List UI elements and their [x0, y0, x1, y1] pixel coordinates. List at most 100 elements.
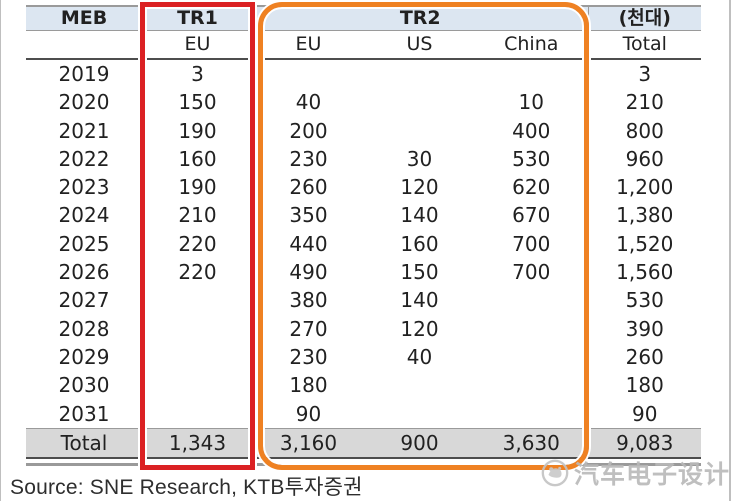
year-cell: 2028 — [58, 316, 110, 341]
tr2-china-cell — [475, 315, 588, 343]
tr2-eu-cell: 40 — [295, 90, 322, 115]
source-note: Source: SNE Research, KTB투자증권 — [10, 476, 363, 499]
tr2-us-cell: 160 — [400, 231, 439, 256]
tr2-us-cell — [364, 117, 475, 145]
tr2-china-cell: 530 — [512, 146, 551, 171]
row-total-cell: 530 — [587, 286, 702, 315]
tr2-us-cell: 140 — [400, 203, 439, 228]
tr1-eu-cell: 220 — [178, 260, 217, 285]
table-row: 2021 190 200 400 800 — [26, 116, 702, 145]
year-cell: 2021 — [58, 118, 110, 143]
row-total-cell: 260 — [587, 342, 702, 372]
tr1-eu-cell: 160 — [178, 146, 217, 171]
table-row: 2020 150 40 10 210 — [26, 88, 702, 117]
year-cell: 2026 — [58, 260, 110, 285]
total-grand-cell: 9,083 — [587, 427, 702, 459]
tr2-eu-cell: 260 — [289, 175, 328, 200]
tr2-china-cell: 400 — [512, 118, 551, 143]
row-total-cell: 1,200 — [587, 173, 702, 202]
table-row: 2029 230 40 260 — [26, 342, 702, 372]
tr2-china-cell: 670 — [512, 203, 551, 228]
tr2-group-header: TR2 — [253, 6, 589, 31]
table-body: 2019 3 3 2020 150 40 10 210 2021 190 200… — [26, 59, 702, 429]
tr1-eu-cell — [142, 343, 253, 371]
image-left-edge — [0, 0, 1, 501]
table-row: 2019 3 3 — [26, 59, 702, 89]
tr2-china-cell: 620 — [512, 175, 551, 200]
tr2-us-cell: 150 — [400, 260, 439, 285]
table-bottom-rule — [26, 463, 701, 466]
row-total-cell: 1,560 — [587, 258, 702, 287]
tr1-eu-cell: 190 — [178, 175, 217, 200]
tr2-us-header: US — [364, 30, 475, 60]
row-total-cell: 1,520 — [587, 229, 702, 259]
year-cell: 2022 — [58, 146, 110, 171]
total-tr2-eu-cell: 3,160 — [253, 427, 364, 459]
watermark: 汽车电子设计 — [540, 455, 730, 491]
tr2-eu-cell: 180 — [289, 373, 328, 398]
tr1-eu-cell: 3 — [191, 62, 204, 86]
year-cell: 2023 — [58, 175, 110, 200]
tr1-eu-cell — [142, 371, 253, 399]
unit-label: (천대) — [587, 6, 702, 31]
total-row: Total 1,343 3,160 900 3,630 9,083 — [26, 427, 702, 459]
tr2-eu-cell: 200 — [289, 118, 328, 143]
tr2-china-header: China — [475, 30, 589, 60]
platform-header: MEB — [26, 6, 142, 31]
watermark-logo-icon — [541, 459, 569, 487]
tr2-eu-cell: 90 — [295, 401, 322, 426]
row-total-cell: 90 — [587, 399, 702, 429]
tr2-china-cell — [475, 343, 588, 371]
tr2-us-cell — [364, 371, 475, 399]
row-total-cell: 180 — [587, 371, 702, 400]
tr2-us-cell: 30 — [406, 146, 433, 171]
tr1-eu-cell: 220 — [178, 231, 217, 256]
tr2-eu-cell: 230 — [289, 344, 328, 369]
tr1-eu-header: EU — [142, 30, 253, 60]
tr2-eu-cell: 270 — [289, 316, 328, 341]
year-cell: 2030 — [58, 373, 110, 398]
table-row: 2023 190 260 120 620 1,200 — [26, 173, 702, 202]
row-total-cell: 3 — [587, 59, 702, 89]
tr2-eu-header: EU — [253, 30, 364, 60]
tr1-eu-cell: 210 — [178, 203, 217, 228]
total-row-label: Total — [26, 427, 142, 459]
tr2-eu-cell: 380 — [289, 288, 328, 313]
table-row: 2026 220 490 150 700 1,560 — [26, 258, 702, 287]
tr2-eu-cell: 440 — [289, 231, 328, 256]
table-row: 2030 180 180 — [26, 371, 702, 400]
tr2-china-cell: 700 — [512, 260, 551, 285]
total-tr2-china-cell: 3,630 — [475, 427, 589, 459]
row-total-cell: 960 — [587, 144, 702, 174]
tr1-eu-cell — [142, 315, 253, 343]
table-row: 2022 160 230 30 530 960 — [26, 144, 702, 174]
tr2-us-cell: 120 — [400, 175, 439, 200]
tr2-eu-cell: 490 — [289, 260, 328, 285]
tr2-us-cell: 140 — [400, 288, 439, 313]
year-cell: 2027 — [58, 288, 110, 313]
total-tr1-eu-cell: 1,343 — [142, 427, 253, 459]
tr1-eu-cell — [142, 286, 253, 314]
year-cell: 2020 — [58, 90, 110, 115]
tr2-china-cell — [475, 400, 588, 429]
year-cell: 2024 — [58, 203, 110, 228]
row-total-cell: 1,380 — [587, 201, 702, 230]
table-row: 2031 90 90 — [26, 399, 702, 429]
meb-production-table: MEB TR1 TR2 (천대) EU EU US China Total 20… — [26, 5, 702, 459]
tr1-group-header: TR1 — [142, 6, 253, 31]
tr2-china-cell: 700 — [512, 231, 551, 256]
watermark-text: 汽车电子设计 — [573, 460, 730, 489]
total-tr2-us-cell: 900 — [364, 427, 475, 459]
tr2-china-cell — [475, 286, 588, 314]
table-row: 2027 380 140 530 — [26, 286, 702, 315]
tr2-eu-cell — [253, 59, 364, 88]
tr2-china-cell — [475, 59, 588, 88]
tr2-us-cell: 120 — [400, 316, 439, 341]
table-row: 2024 210 350 140 670 1,380 — [26, 201, 702, 230]
row-total-cell: 390 — [587, 314, 702, 343]
row-total-cell: 210 — [587, 88, 702, 117]
tr1-eu-cell — [142, 400, 253, 429]
table-header-row-groups: MEB TR1 TR2 (천대) — [26, 6, 702, 31]
tr2-us-cell — [364, 88, 475, 116]
